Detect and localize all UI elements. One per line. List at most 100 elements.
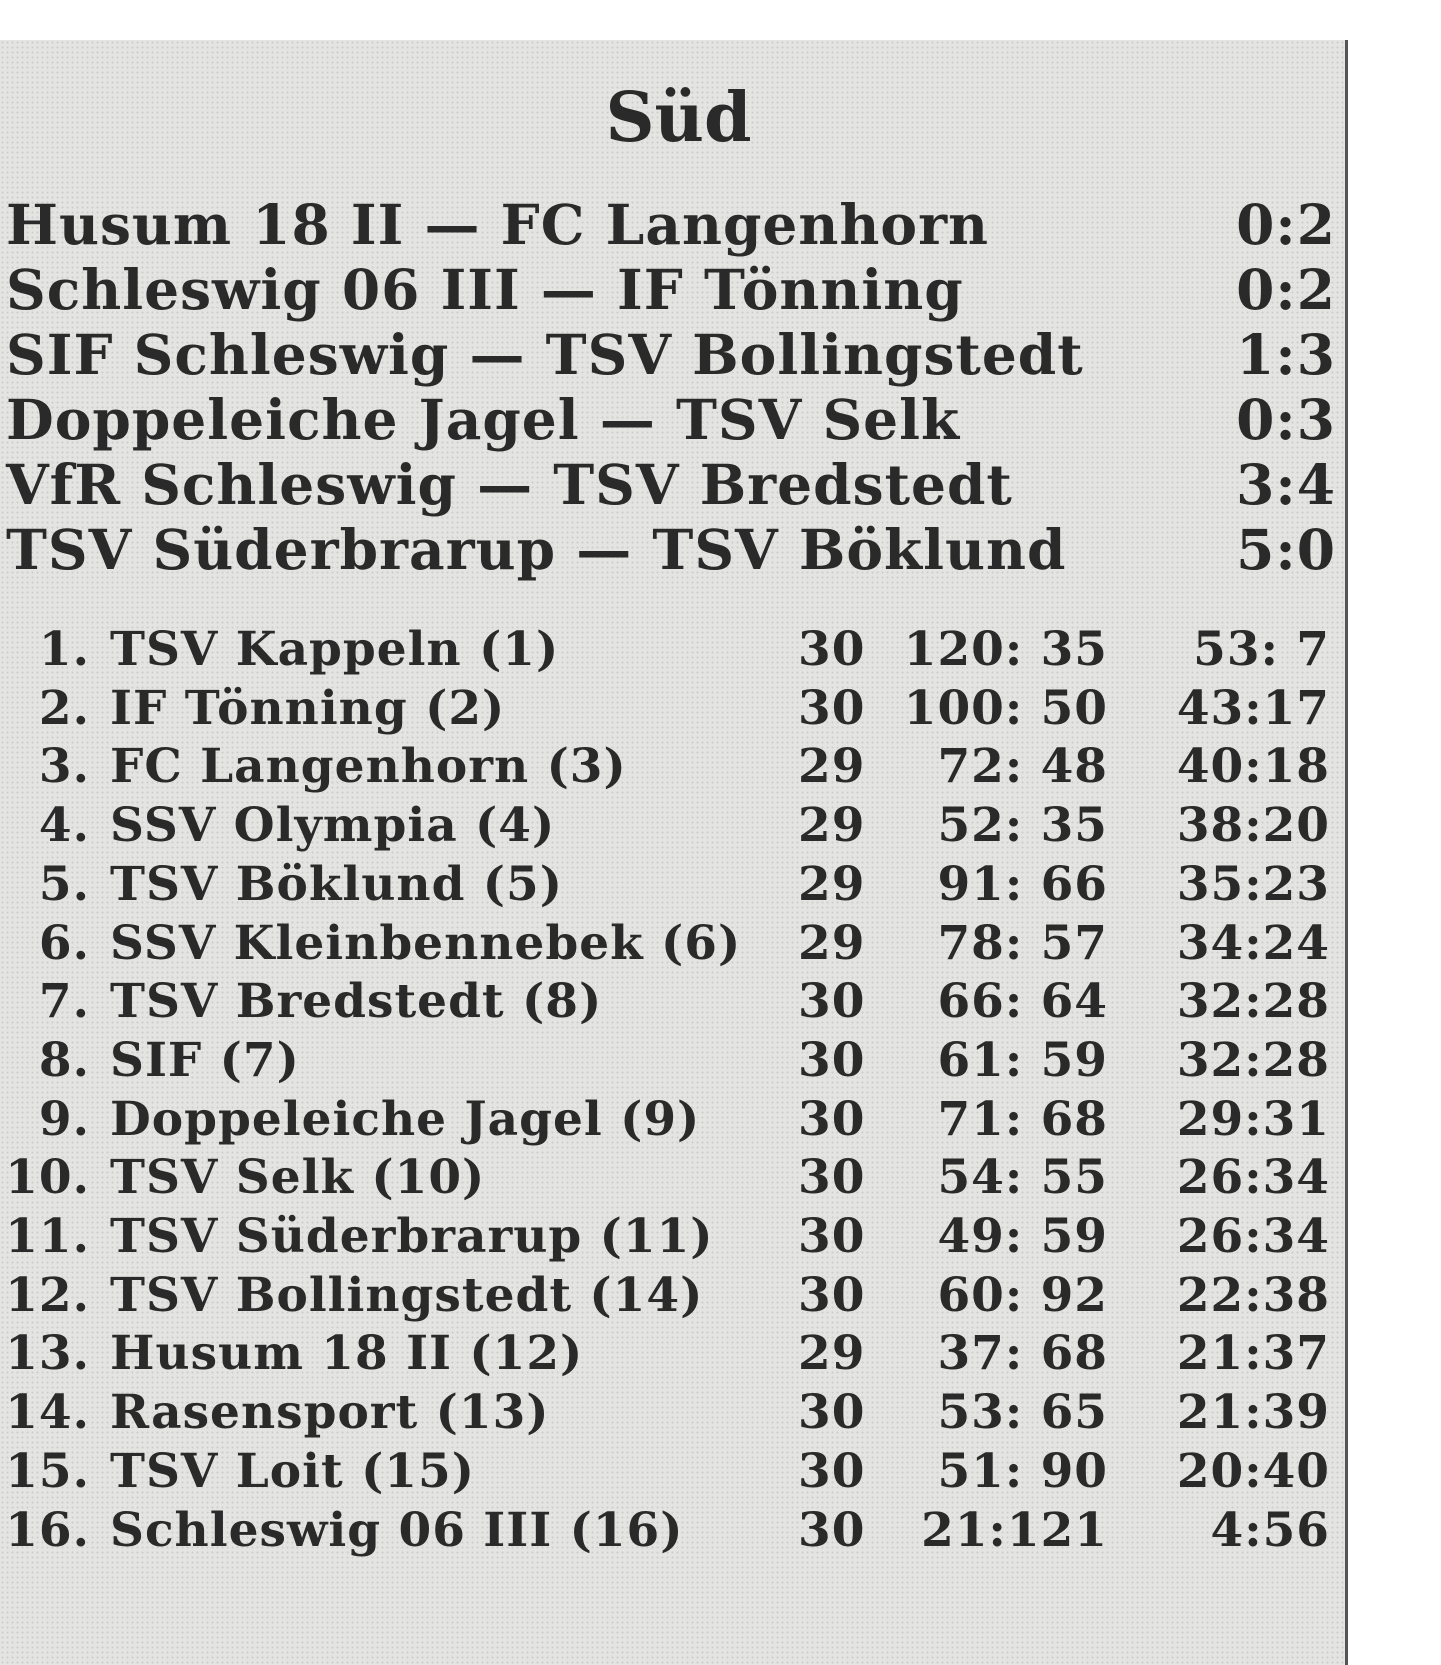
games: 29 (798, 739, 866, 795)
games: 30 (798, 1091, 866, 1147)
match: SIF Schleswig — TSV Bollingstedt (6, 322, 1084, 387)
games: 29 (798, 798, 866, 854)
match-result: TSV Süderbrarup — TSV Böklund 5:0 (6, 517, 1336, 583)
points: 22:38 (1176, 1267, 1330, 1323)
goals: 91: 66 (937, 856, 1108, 912)
newspaper-clipping (0, 40, 1348, 1665)
match-result: Doppeleiche Jagel — TSV Selk 0:3 (6, 387, 1336, 453)
rank: 16. (5, 1502, 90, 1558)
table-row: 3. FC Langenhorn (3) 29 72: 48 40:18 (0, 739, 1340, 797)
team: SSV Olympia (4) (110, 798, 556, 854)
table-row: 16. Schleswig 06 III (16) 30 21:121 4:56 (0, 1503, 1340, 1561)
points: 26:34 (1176, 1209, 1330, 1264)
table-row: 15. TSV Loit (15) 30 51: 90 20:40 (0, 1444, 1340, 1502)
rank: 13. (5, 1326, 90, 1382)
points: 32:28 (1176, 1032, 1330, 1088)
table-row: 6. SSV Kleinbennebek (6) 29 78: 57 34:24 (0, 916, 1340, 974)
rank: 8. (38, 1032, 90, 1088)
table-row: 4. SSV Olympia (4) 29 52: 35 38:20 (0, 798, 1340, 856)
goals: 37: 68 (937, 1326, 1108, 1382)
points: 21:37 (1176, 1326, 1330, 1382)
goals: 53: 65 (937, 1385, 1108, 1441)
rank: 2. (38, 680, 90, 736)
goals: 51: 90 (937, 1443, 1108, 1499)
games: 30 (798, 1443, 866, 1499)
team: FC Langenhorn (3) (110, 739, 627, 795)
rank: 15. (5, 1443, 90, 1499)
games: 30 (798, 622, 866, 677)
goals: 54: 55 (937, 1150, 1108, 1206)
table-row: 1. TSV Kappeln (1) 30 120: 35 53: 7 (0, 622, 1340, 680)
table-row: 11. TSV Süderbrarup (11) 30 49: 59 26:34 (0, 1209, 1340, 1267)
goals: 100: 50 (903, 680, 1108, 736)
goals: 71: 68 (937, 1091, 1108, 1147)
match-result: Husum 18 II — FC Langenhorn 0:2 (6, 192, 1336, 258)
team: TSV Bredstedt (8) (110, 974, 603, 1030)
table-row: 8. SIF (7) 30 61: 59 32:28 (0, 1033, 1340, 1091)
match-result: Schleswig 06 III — IF Tönning 0:2 (6, 257, 1336, 323)
goals: 60: 92 (937, 1267, 1108, 1323)
games: 30 (798, 1209, 866, 1264)
score: 0:2 (1236, 192, 1336, 257)
team: Schleswig 06 III (16) (110, 1502, 684, 1558)
rank: 14. (5, 1385, 90, 1441)
games: 30 (798, 974, 866, 1030)
points: 21:39 (1176, 1385, 1330, 1441)
rank: 4. (38, 798, 90, 854)
match: Husum 18 II — FC Langenhorn (6, 192, 990, 257)
team: Doppeleiche Jagel (9) (110, 1091, 701, 1147)
goals: 21:121 (921, 1502, 1108, 1558)
rank: 5. (38, 856, 90, 912)
score: 1:3 (1236, 322, 1336, 387)
points: 53: 7 (1193, 622, 1330, 677)
points: 35:23 (1176, 856, 1330, 912)
goals: 49: 59 (937, 1209, 1108, 1264)
team: TSV Loit (15) (110, 1443, 475, 1499)
rank: 11. (5, 1209, 90, 1264)
games: 30 (798, 1502, 866, 1558)
games: 30 (798, 1150, 866, 1206)
goals: 78: 57 (937, 915, 1108, 971)
rank: 10. (5, 1150, 90, 1206)
match: Doppeleiche Jagel — TSV Selk (6, 387, 961, 452)
match: Schleswig 06 III — IF Tönning (6, 257, 964, 322)
team: TSV Selk (10) (110, 1150, 486, 1206)
team: SSV Kleinbennebek (6) (110, 915, 742, 971)
points: 40:18 (1176, 739, 1330, 795)
games: 30 (798, 1032, 866, 1088)
games: 29 (798, 915, 866, 971)
table-row: 12. TSV Bollingstedt (14) 30 60: 92 22:38 (0, 1268, 1340, 1326)
team: SIF (7) (110, 1032, 300, 1088)
match-result: SIF Schleswig — TSV Bollingstedt 1:3 (6, 322, 1336, 388)
team: TSV Kappeln (1) (110, 622, 560, 677)
score: 0:2 (1236, 257, 1336, 322)
games: 30 (798, 1385, 866, 1441)
goals: 61: 59 (937, 1032, 1108, 1088)
rank: 9. (38, 1091, 90, 1147)
goals: 72: 48 (937, 739, 1108, 795)
points: 20:40 (1176, 1443, 1330, 1499)
goals: 120: 35 (903, 622, 1108, 677)
table-row: 7. TSV Bredstedt (8) 30 66: 64 32:28 (0, 974, 1340, 1032)
team: Husum 18 II (12) (110, 1326, 584, 1382)
table-row: 9. Doppeleiche Jagel (9) 30 71: 68 29:31 (0, 1092, 1340, 1150)
match-result: VfR Schleswig — TSV Bredstedt 3:4 (6, 452, 1336, 518)
table-row: 14. Rasensport (13) 30 53: 65 21:39 (0, 1385, 1340, 1443)
table-row: 10. TSV Selk (10) 30 54: 55 26:34 (0, 1150, 1340, 1208)
section-title: Süd (605, 78, 752, 158)
points: 4:56 (1210, 1502, 1330, 1558)
team: Rasensport (13) (110, 1385, 550, 1441)
points: 34:24 (1176, 915, 1330, 971)
games: 30 (798, 680, 866, 736)
table-row: 2. IF Tönning (2) 30 100: 50 43:17 (0, 681, 1340, 739)
goals: 66: 64 (937, 974, 1108, 1030)
games: 30 (798, 1267, 866, 1323)
team: TSV Bollingstedt (14) (110, 1267, 704, 1323)
rank: 6. (38, 915, 90, 971)
table-row: 5. TSV Böklund (5) 29 91: 66 35:23 (0, 857, 1340, 915)
rank: 12. (5, 1267, 90, 1323)
points: 26:34 (1176, 1150, 1330, 1206)
team: TSV Böklund (5) (110, 856, 563, 912)
team: TSV Süderbrarup (11) (110, 1209, 714, 1264)
rank: 3. (38, 739, 90, 795)
